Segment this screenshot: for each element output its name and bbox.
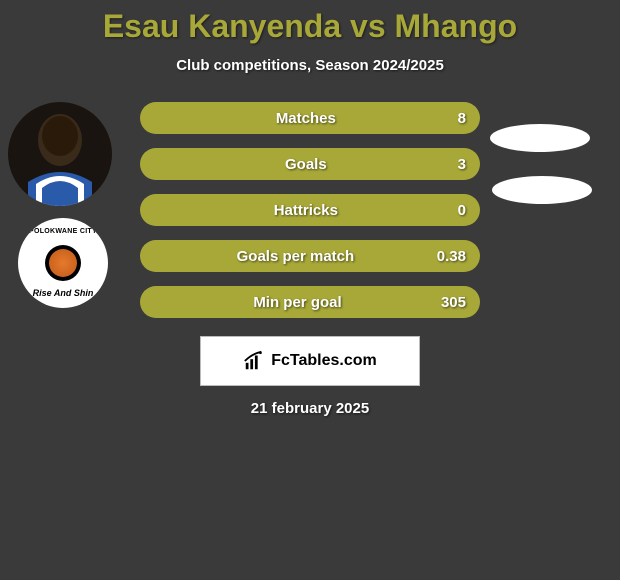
stat-label: Hattricks — [154, 202, 458, 219]
stat-value: 8 — [458, 110, 466, 127]
date-text: 21 february 2025 — [0, 400, 620, 417]
stat-label: Matches — [154, 110, 458, 127]
stat-label: Min per goal — [154, 294, 441, 311]
badge-bottom-text: Rise And Shin — [33, 288, 94, 298]
club-badge: POLOKWANE CITY Rise And Shin — [18, 218, 108, 308]
brand-text: FcTables.com — [271, 352, 377, 370]
stat-value: 3 — [458, 156, 466, 173]
stat-row: Min per goal305 — [140, 286, 480, 318]
stat-row: Hattricks0 — [140, 194, 480, 226]
comparison-title: Esau Kanyenda vs Mhango — [0, 8, 620, 45]
stat-value: 0 — [458, 202, 466, 219]
stat-value: 0.38 — [437, 248, 466, 265]
chart-icon — [243, 350, 265, 372]
comparison-ellipse — [492, 176, 592, 204]
stat-row: Matches8 — [140, 102, 480, 134]
stat-row: Goals3 — [140, 148, 480, 180]
badge-top-text: POLOKWANE CITY — [29, 228, 97, 235]
player-avatar — [8, 102, 112, 206]
stat-row: Goals per match0.38 — [140, 240, 480, 272]
stat-label: Goals per match — [154, 248, 437, 265]
comparison-ellipse — [490, 124, 590, 152]
brand-logo[interactable]: FcTables.com — [200, 336, 420, 386]
stat-label: Goals — [154, 156, 458, 173]
season-subtitle: Club competitions, Season 2024/2025 — [0, 57, 620, 74]
stat-value: 305 — [441, 294, 466, 311]
